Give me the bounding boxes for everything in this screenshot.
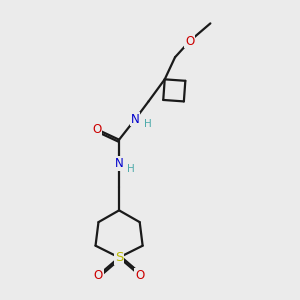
Text: S: S <box>115 251 123 264</box>
Text: H: H <box>143 119 151 129</box>
Text: O: O <box>92 123 102 136</box>
Text: N: N <box>131 112 140 126</box>
Text: H: H <box>127 164 135 173</box>
Text: O: O <box>94 268 103 282</box>
Text: O: O <box>135 268 144 282</box>
Text: O: O <box>185 34 194 48</box>
Text: N: N <box>115 157 124 170</box>
